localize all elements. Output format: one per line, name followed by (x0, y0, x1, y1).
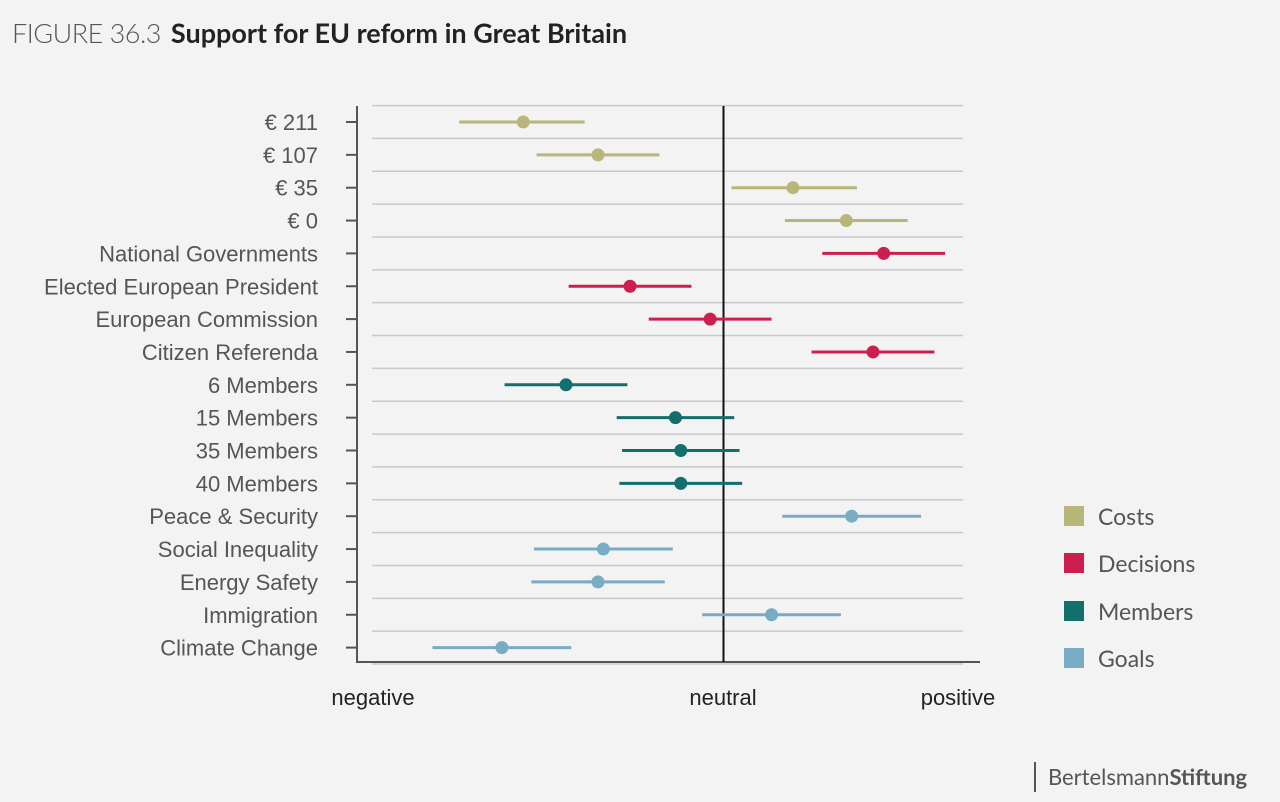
point-estimate (668, 411, 682, 425)
row-label: National Governments (99, 241, 318, 266)
point-estimate (845, 509, 859, 523)
figure-title: FIGURE 36.3 Support for EU reform in Grea… (12, 16, 627, 50)
row-label: 15 Members (196, 406, 318, 431)
point-estimate (674, 476, 688, 490)
legend-label-costs: Costs (1098, 501, 1155, 530)
row-label: 40 Members (196, 471, 318, 496)
row-label: European Commission (95, 307, 318, 332)
gridlines (372, 104, 963, 665)
row-label: Energy Safety (180, 570, 318, 595)
point-estimate (591, 148, 605, 162)
row-label: € 211 (265, 110, 318, 135)
row-label: Social Inequality (158, 537, 318, 562)
figure-heading: Support for EU reform in Great Britain (170, 16, 628, 49)
legend-item-goals: Goals (1064, 635, 1195, 683)
figure-number: FIGURE 36.3 (12, 16, 161, 49)
row-label: Citizen Referenda (142, 340, 319, 365)
point-estimate (516, 115, 530, 129)
row-label: 6 Members (208, 373, 318, 398)
row-label: € 35 (275, 176, 318, 201)
point-estimate (765, 608, 779, 622)
legend-label-decisions: Decisions (1098, 549, 1196, 578)
x-label-negative: negative (331, 685, 414, 710)
row-label: Peace & Security (149, 504, 318, 529)
legend-swatch-costs (1064, 505, 1084, 526)
legend-item-costs: Costs (1064, 492, 1195, 540)
x-label-neutral: neutral (689, 685, 756, 710)
point-estimate (877, 246, 891, 260)
point-estimate (559, 378, 573, 392)
legend-item-members: Members (1064, 587, 1195, 635)
legend-swatch-members (1064, 600, 1084, 621)
point-estimate (786, 181, 800, 195)
y-axis-ticks (346, 121, 357, 649)
point-estimate (591, 575, 605, 589)
row-label: € 107 (263, 143, 318, 168)
row-label: Immigration (203, 603, 318, 628)
point-estimate (674, 444, 688, 457)
legend: Costs Decisions Members Goals (1064, 492, 1195, 682)
brand-logo: BertelsmannStiftung (1034, 762, 1247, 792)
row-label: 35 Members (196, 439, 318, 464)
row-labels: € 211 € 107 € 35 € 0 National Governments Ele… (44, 110, 319, 661)
legend-label-members: Members (1098, 596, 1194, 625)
point-estimate (623, 279, 637, 293)
row-label: € 0 (287, 209, 318, 234)
brand-name-part1: Bertelsmann (1048, 763, 1170, 790)
brand-name-part2: Stiftung (1169, 763, 1248, 790)
legend-swatch-decisions (1064, 553, 1084, 574)
legend-item-decisions: Decisions (1064, 540, 1195, 588)
x-label-positive: positive (921, 685, 996, 710)
point-estimate (866, 345, 880, 359)
legend-label-goals: Goals (1098, 644, 1155, 673)
point-estimate (495, 641, 509, 655)
row-label: Elected European President (44, 274, 318, 299)
point-estimate (596, 542, 610, 556)
interval-marks (432, 115, 946, 655)
point-estimate (703, 312, 717, 326)
point-estimate (839, 214, 853, 228)
row-label: Climate Change (160, 636, 318, 661)
legend-swatch-goals (1064, 648, 1084, 669)
